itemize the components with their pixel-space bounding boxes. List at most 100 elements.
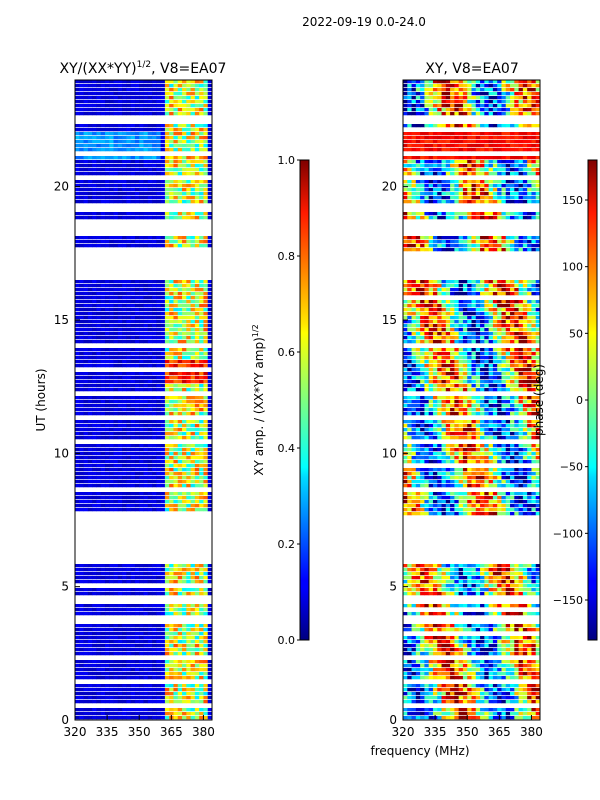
phase-cell (403, 576, 408, 580)
amplitude-cell (139, 592, 144, 596)
phase-cell (462, 692, 468, 696)
amplitude-cell (139, 708, 144, 712)
phase-cell (403, 564, 408, 568)
amplitude-cell (83, 640, 89, 644)
amplitude-cell (182, 300, 187, 304)
amplitude-cell (169, 576, 174, 580)
phase-cell (527, 636, 532, 640)
amplitude-cell (152, 308, 157, 312)
amplitude-cell (109, 464, 114, 468)
amplitude-cell (109, 300, 114, 304)
amplitude-cell (203, 632, 209, 636)
amplitude-cell (100, 104, 106, 108)
phase-cell (518, 592, 524, 596)
amplitude-cell (199, 160, 204, 164)
amplitude-cell (156, 192, 162, 196)
amplitude-cell (92, 592, 97, 596)
phase-cell (403, 512, 408, 516)
amplitude-cell (126, 96, 132, 100)
amplitude-cell (147, 492, 153, 496)
phase-cell (484, 636, 490, 640)
amplitude-cell (182, 476, 187, 480)
phase-cell (480, 500, 485, 504)
phase-cell (403, 492, 408, 496)
phase-cell (462, 512, 468, 516)
phase-cell (501, 628, 507, 632)
amplitude-cell (164, 160, 170, 164)
amplitude-cell (199, 612, 204, 616)
amplitude-cell (173, 648, 179, 652)
amplitude-cell (92, 84, 97, 88)
amplitude-cell (147, 508, 153, 512)
phase-cell (450, 588, 455, 592)
amplitude-cell (143, 332, 149, 336)
phase-cell (480, 472, 485, 476)
amplitude-cell (79, 448, 84, 452)
phase-cell (407, 484, 412, 488)
amplitude-cell (177, 300, 183, 304)
amplitude-cell (207, 356, 213, 360)
phase-cell (403, 716, 408, 720)
phase-cell (505, 508, 511, 512)
amplitude-cell (130, 160, 136, 164)
amplitude-cell (79, 372, 84, 376)
amplitude-cell (156, 144, 162, 148)
amplitude-cell (190, 460, 196, 464)
amplitude-cell (194, 144, 200, 148)
amplitude-cell (164, 432, 170, 436)
amplitude-cell (190, 212, 196, 216)
amplitude-cell (169, 312, 174, 316)
amplitude-cell (75, 624, 80, 628)
amplitude-cell (164, 700, 170, 704)
phase-cell (514, 640, 519, 644)
amplitude-cell (203, 352, 209, 356)
phase-cell (407, 568, 412, 572)
phase-cell (467, 652, 472, 656)
phase-cell (411, 512, 417, 516)
phase-cell (403, 664, 408, 668)
amplitude-cell (134, 348, 140, 352)
amplitude-cell (147, 636, 153, 640)
amplitude-cell (109, 88, 114, 92)
phase-cell (471, 576, 477, 580)
amplitude-cell (160, 348, 166, 352)
amplitude-cell (152, 380, 157, 384)
amplitude-cell (190, 432, 196, 436)
phase-cell (488, 624, 494, 628)
phase-cell (458, 640, 464, 644)
amplitude-cell (190, 660, 196, 664)
amplitude-cell (177, 172, 183, 176)
amplitude-cell (186, 240, 191, 244)
amplitude-cell (194, 112, 200, 116)
amplitude-cell (75, 460, 80, 464)
phase-cell (415, 500, 421, 504)
amplitude-cell (87, 608, 93, 612)
amplitude-cell (113, 480, 119, 484)
phase-cell (428, 512, 434, 516)
amplitude-cell (152, 396, 157, 400)
phase-cell (484, 572, 490, 576)
phase-cell (403, 612, 408, 616)
phase-cell (445, 628, 451, 632)
amplitude-cell (79, 360, 84, 364)
amplitude-cell (100, 96, 106, 100)
amplitude-cell (122, 388, 127, 392)
amplitude-cell (96, 712, 102, 716)
amplitude-cell (117, 696, 123, 700)
phase-cell (420, 660, 425, 664)
amplitude-cell (199, 648, 204, 652)
amplitude-cell (173, 80, 179, 84)
amplitude-cell (203, 692, 209, 696)
amplitude-cell (104, 568, 110, 572)
amplitude-cell (152, 428, 157, 432)
amplitude-cell (169, 156, 174, 160)
amplitude-cell (104, 700, 110, 704)
amplitude-cell (143, 100, 149, 104)
phase-cell (445, 688, 451, 692)
amplitude-cell (100, 384, 106, 388)
phase-cell (488, 672, 494, 676)
amplitude-cell (96, 144, 102, 148)
amplitude-cell (152, 192, 157, 196)
phase-cell (484, 688, 490, 692)
amplitude-cell (87, 640, 93, 644)
